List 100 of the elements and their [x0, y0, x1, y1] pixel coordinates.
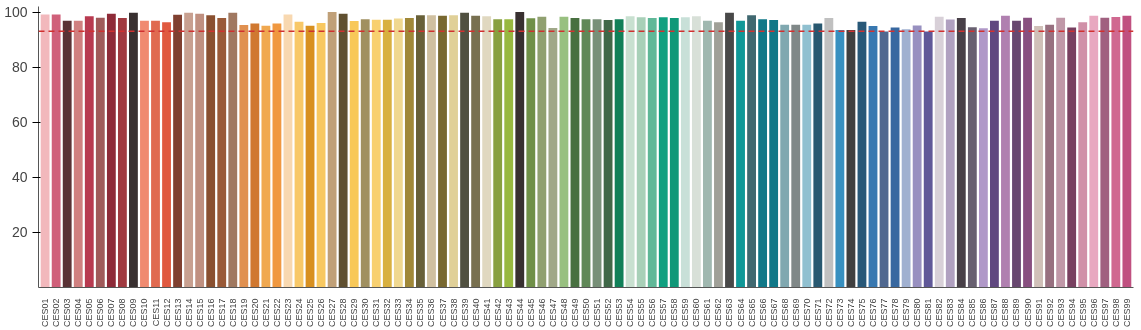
bar — [813, 23, 823, 288]
x-tick-label: CES25 — [305, 298, 316, 328]
x-tick-label: CES89 — [1011, 298, 1022, 328]
x-tick-label: CES05 — [84, 298, 95, 328]
x-tick-label: CES51 — [592, 298, 603, 328]
x-tick-label: CES28 — [338, 298, 349, 328]
x-tick-label: CES88 — [1000, 298, 1011, 328]
bar — [1056, 17, 1066, 288]
bar — [802, 24, 812, 288]
bar — [515, 12, 525, 288]
x-tick-label: CES42 — [492, 298, 503, 328]
x-tick-label: CES68 — [779, 298, 790, 328]
bar — [294, 21, 304, 288]
x-tick-label: CES39 — [459, 298, 470, 328]
x-tick-label: CES47 — [547, 298, 558, 328]
bar — [1012, 20, 1021, 288]
x-tick-label: CES76 — [868, 298, 878, 328]
bar — [548, 27, 558, 288]
bar — [51, 14, 61, 288]
x-tick-label: CES83 — [945, 298, 956, 328]
bar — [857, 21, 867, 288]
bar — [40, 14, 50, 288]
bar — [570, 18, 580, 288]
bar — [239, 24, 249, 288]
x-tick-label: CES01 — [40, 298, 51, 328]
bar — [1100, 17, 1110, 288]
x-tick-label: CES98 — [1110, 298, 1121, 328]
bar — [471, 15, 481, 288]
x-tick-label: CES87 — [989, 298, 1000, 328]
bar — [934, 16, 944, 288]
x-tick-label: CES22 — [271, 298, 282, 328]
x-tick-label: CES12 — [161, 298, 172, 328]
x-tick-label: CES53 — [614, 298, 625, 328]
x-tick-label: CES48 — [558, 298, 569, 328]
x-tick-label: CES31 — [371, 298, 382, 328]
bar — [349, 21, 359, 288]
x-tick-label: CES75 — [856, 298, 867, 328]
x-tick-label: CES61 — [702, 298, 713, 328]
x-tick-label: CES24 — [294, 298, 304, 328]
x-tick-label: CES85 — [967, 298, 978, 328]
x-tick-label: CES09 — [128, 298, 139, 328]
x-tick-label: CES03 — [62, 298, 73, 328]
x-tick-label: CES14 — [183, 298, 194, 328]
bar — [1001, 15, 1010, 288]
bar — [95, 17, 105, 288]
x-tick-label: CES56 — [647, 298, 658, 328]
bar — [1067, 27, 1077, 288]
bar — [327, 12, 337, 288]
x-tick-label: CES37 — [437, 298, 448, 328]
bar — [559, 16, 569, 288]
bar — [427, 15, 436, 288]
bar — [206, 15, 216, 288]
x-tick-label: CES50 — [581, 298, 591, 328]
x-tick-label: CES70 — [801, 298, 812, 328]
x-tick-label: CES19 — [238, 298, 249, 328]
bar — [945, 19, 955, 288]
x-tick-label: CES81 — [923, 298, 934, 328]
bar — [625, 16, 635, 288]
x-tick-label: CES18 — [227, 298, 238, 328]
bar — [1122, 15, 1132, 288]
x-tick-label: CES11 — [150, 298, 161, 327]
x-tick-label: CES64 — [735, 298, 746, 328]
x-tick-label: CES69 — [790, 298, 801, 328]
x-tick-label: CES63 — [724, 298, 735, 328]
bar — [990, 20, 999, 288]
bar — [228, 12, 238, 288]
bar — [482, 16, 492, 288]
bar — [283, 14, 293, 288]
bar — [824, 18, 834, 288]
bar — [1089, 15, 1099, 288]
x-tick-label: CES10 — [139, 298, 150, 328]
x-tick-label: CES35 — [415, 298, 426, 328]
bar — [614, 19, 624, 288]
bar — [1034, 26, 1043, 288]
x-tick-label: CES65 — [746, 298, 757, 328]
x-tick-label: CES55 — [636, 298, 647, 328]
x-tick-label: CES67 — [768, 298, 779, 328]
bar — [526, 18, 536, 288]
x-tick-label: CES27 — [327, 298, 338, 328]
bar — [73, 20, 83, 288]
bar — [967, 27, 977, 288]
bar — [316, 23, 326, 288]
bar — [846, 29, 856, 288]
x-tick-label: CES60 — [691, 298, 702, 328]
x-tick-label: CES57 — [658, 298, 669, 328]
bar — [382, 19, 392, 288]
bar — [62, 20, 72, 288]
bar — [151, 20, 160, 288]
x-tick-label: CES44 — [514, 298, 525, 328]
bar — [338, 13, 348, 288]
y-tick-label: 80 — [11, 59, 28, 76]
x-tick-label: CES41 — [481, 298, 492, 328]
x-tick-label: CES34 — [404, 298, 415, 328]
x-tick-label: CES78 — [890, 298, 901, 328]
x-tick-label: CES36 — [426, 298, 437, 328]
x-tick-label: CES07 — [106, 298, 117, 328]
bar — [129, 12, 138, 288]
bar — [736, 20, 745, 288]
x-tick-label: CES58 — [669, 298, 680, 328]
x-tick-label: CES16 — [205, 298, 216, 328]
